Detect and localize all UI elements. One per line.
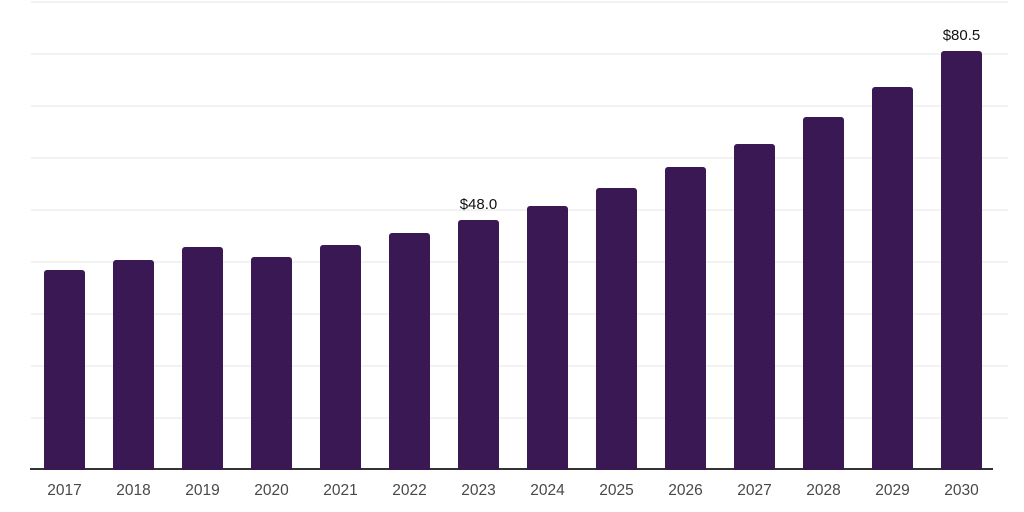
bar-2020 (251, 257, 292, 470)
plot-area (30, 1, 1008, 470)
bar-2026 (665, 167, 706, 470)
bar-slot-2025 (582, 2, 651, 470)
bar-slot-2017 (30, 2, 99, 470)
x-label-2026: 2026 (668, 482, 703, 499)
x-label-2023: 2023 (461, 482, 496, 499)
bar-slot-2028 (789, 2, 858, 470)
x-label-2019: 2019 (185, 482, 220, 499)
x-label-2029: 2029 (875, 482, 910, 499)
gridline-80 (31, 53, 1008, 55)
bar-slot-2024 (513, 2, 582, 470)
bar-slot-2027 (720, 2, 789, 470)
bar-2021 (320, 245, 361, 470)
gridline-10 (31, 417, 1008, 419)
x-axis-line (30, 468, 993, 470)
bars-container: $48.0 $80.5 (30, 2, 996, 470)
x-label-2030: 2030 (944, 482, 979, 499)
x-label-2018: 2018 (116, 482, 151, 499)
gridline-60 (31, 157, 1008, 159)
x-label-2017: 2017 (47, 482, 82, 499)
bar-slot-2022 (375, 2, 444, 470)
value-label-2030: $80.5 (942, 27, 981, 45)
bar-slot-2020 (237, 2, 306, 470)
bar-slot-2021 (306, 2, 375, 470)
bar-2023 (458, 220, 499, 470)
bar-2024 (527, 206, 568, 470)
gridline-50 (31, 209, 1008, 211)
bar-slot-2019 (168, 2, 237, 470)
gridline-70 (31, 105, 1008, 107)
x-label-2028: 2028 (806, 482, 841, 499)
gridline-90 (31, 1, 1008, 3)
bar-2017 (44, 269, 85, 470)
bar-slot-2030: $80.5 (927, 2, 996, 470)
x-axis-labels: 2017 2018 2019 2020 2021 2022 2023 2024 2025 2026… (30, 482, 996, 500)
x-label-2027: 2027 (737, 482, 772, 499)
x-label-2020: 2020 (254, 482, 289, 499)
x-label-2022: 2022 (392, 482, 427, 499)
bar-2029 (872, 87, 913, 470)
bar-slot-2029 (858, 2, 927, 470)
bar-slot-2023: $48.0 (444, 2, 513, 470)
bar-slot-2026 (651, 2, 720, 470)
gridline-20 (31, 365, 1008, 367)
gridline-30 (31, 313, 1008, 315)
value-label-2023: $48.0 (459, 196, 498, 214)
x-label-2025: 2025 (599, 482, 634, 499)
bar-2022 (389, 233, 430, 470)
bar-2027 (734, 144, 775, 470)
x-label-2021: 2021 (323, 482, 358, 499)
gridline-40 (31, 261, 1008, 263)
bar-2030 (941, 51, 982, 470)
bar-2018 (113, 259, 154, 470)
bar-2028 (803, 117, 844, 470)
x-label-2024: 2024 (530, 482, 565, 499)
bar-2025 (596, 187, 637, 470)
bar-2019 (182, 247, 223, 470)
bar-slot-2018 (99, 2, 168, 470)
